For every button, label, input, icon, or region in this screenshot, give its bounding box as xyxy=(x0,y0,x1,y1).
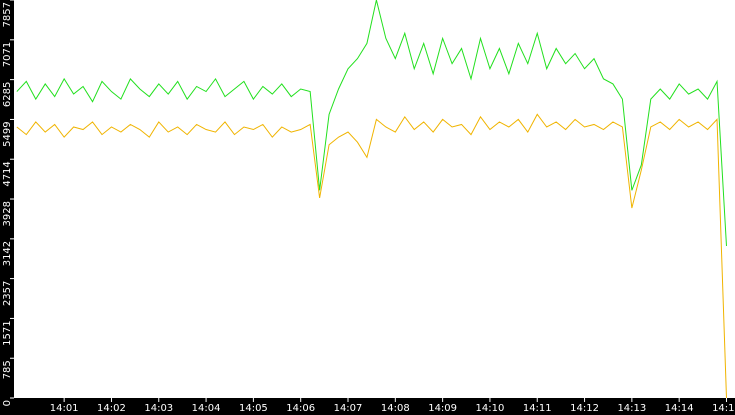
y-tick-label: 0 xyxy=(2,400,13,406)
x-tick-label: 14:03 xyxy=(144,403,173,414)
x-tick-label: 14:02 xyxy=(97,403,126,414)
y-tick-label: 5499 xyxy=(2,121,13,146)
x-tick-label: 14:07 xyxy=(334,403,363,414)
y-tick-label: 7857 xyxy=(2,2,13,27)
series-line xyxy=(16,113,727,399)
x-tick-label: 14:01 xyxy=(50,403,79,414)
x-tick-label: 14:12 xyxy=(570,403,599,414)
x-tick-label: 14:11 xyxy=(523,403,552,414)
y-tick-label: 4714 xyxy=(2,161,13,186)
y-tick-label: 3142 xyxy=(2,241,13,266)
x-tick-label: 14:10 xyxy=(476,403,505,414)
x-tick-label: 14:14 xyxy=(665,403,694,414)
series-line xyxy=(16,0,727,247)
x-tick-label: 14:06 xyxy=(286,403,315,414)
y-tick-label: 3928 xyxy=(2,201,13,226)
x-axis-strip xyxy=(0,398,735,415)
y-tick-label: 6285 xyxy=(2,82,13,107)
x-tick-label: 14:05 xyxy=(239,403,268,414)
y-axis-strip xyxy=(0,0,14,415)
x-tick-label: 14:13 xyxy=(617,403,646,414)
x-tick-label: 14:09 xyxy=(428,403,457,414)
x-tick-label: 14:15 xyxy=(712,403,735,414)
y-tick-label: 785 xyxy=(2,360,13,379)
y-tick-label: 2357 xyxy=(2,281,13,306)
y-tick-label: 1571 xyxy=(2,320,13,345)
y-tick-label: 7071 xyxy=(2,42,13,67)
x-tick-label: 14:04 xyxy=(192,403,221,414)
x-tick-label: 14:08 xyxy=(381,403,410,414)
